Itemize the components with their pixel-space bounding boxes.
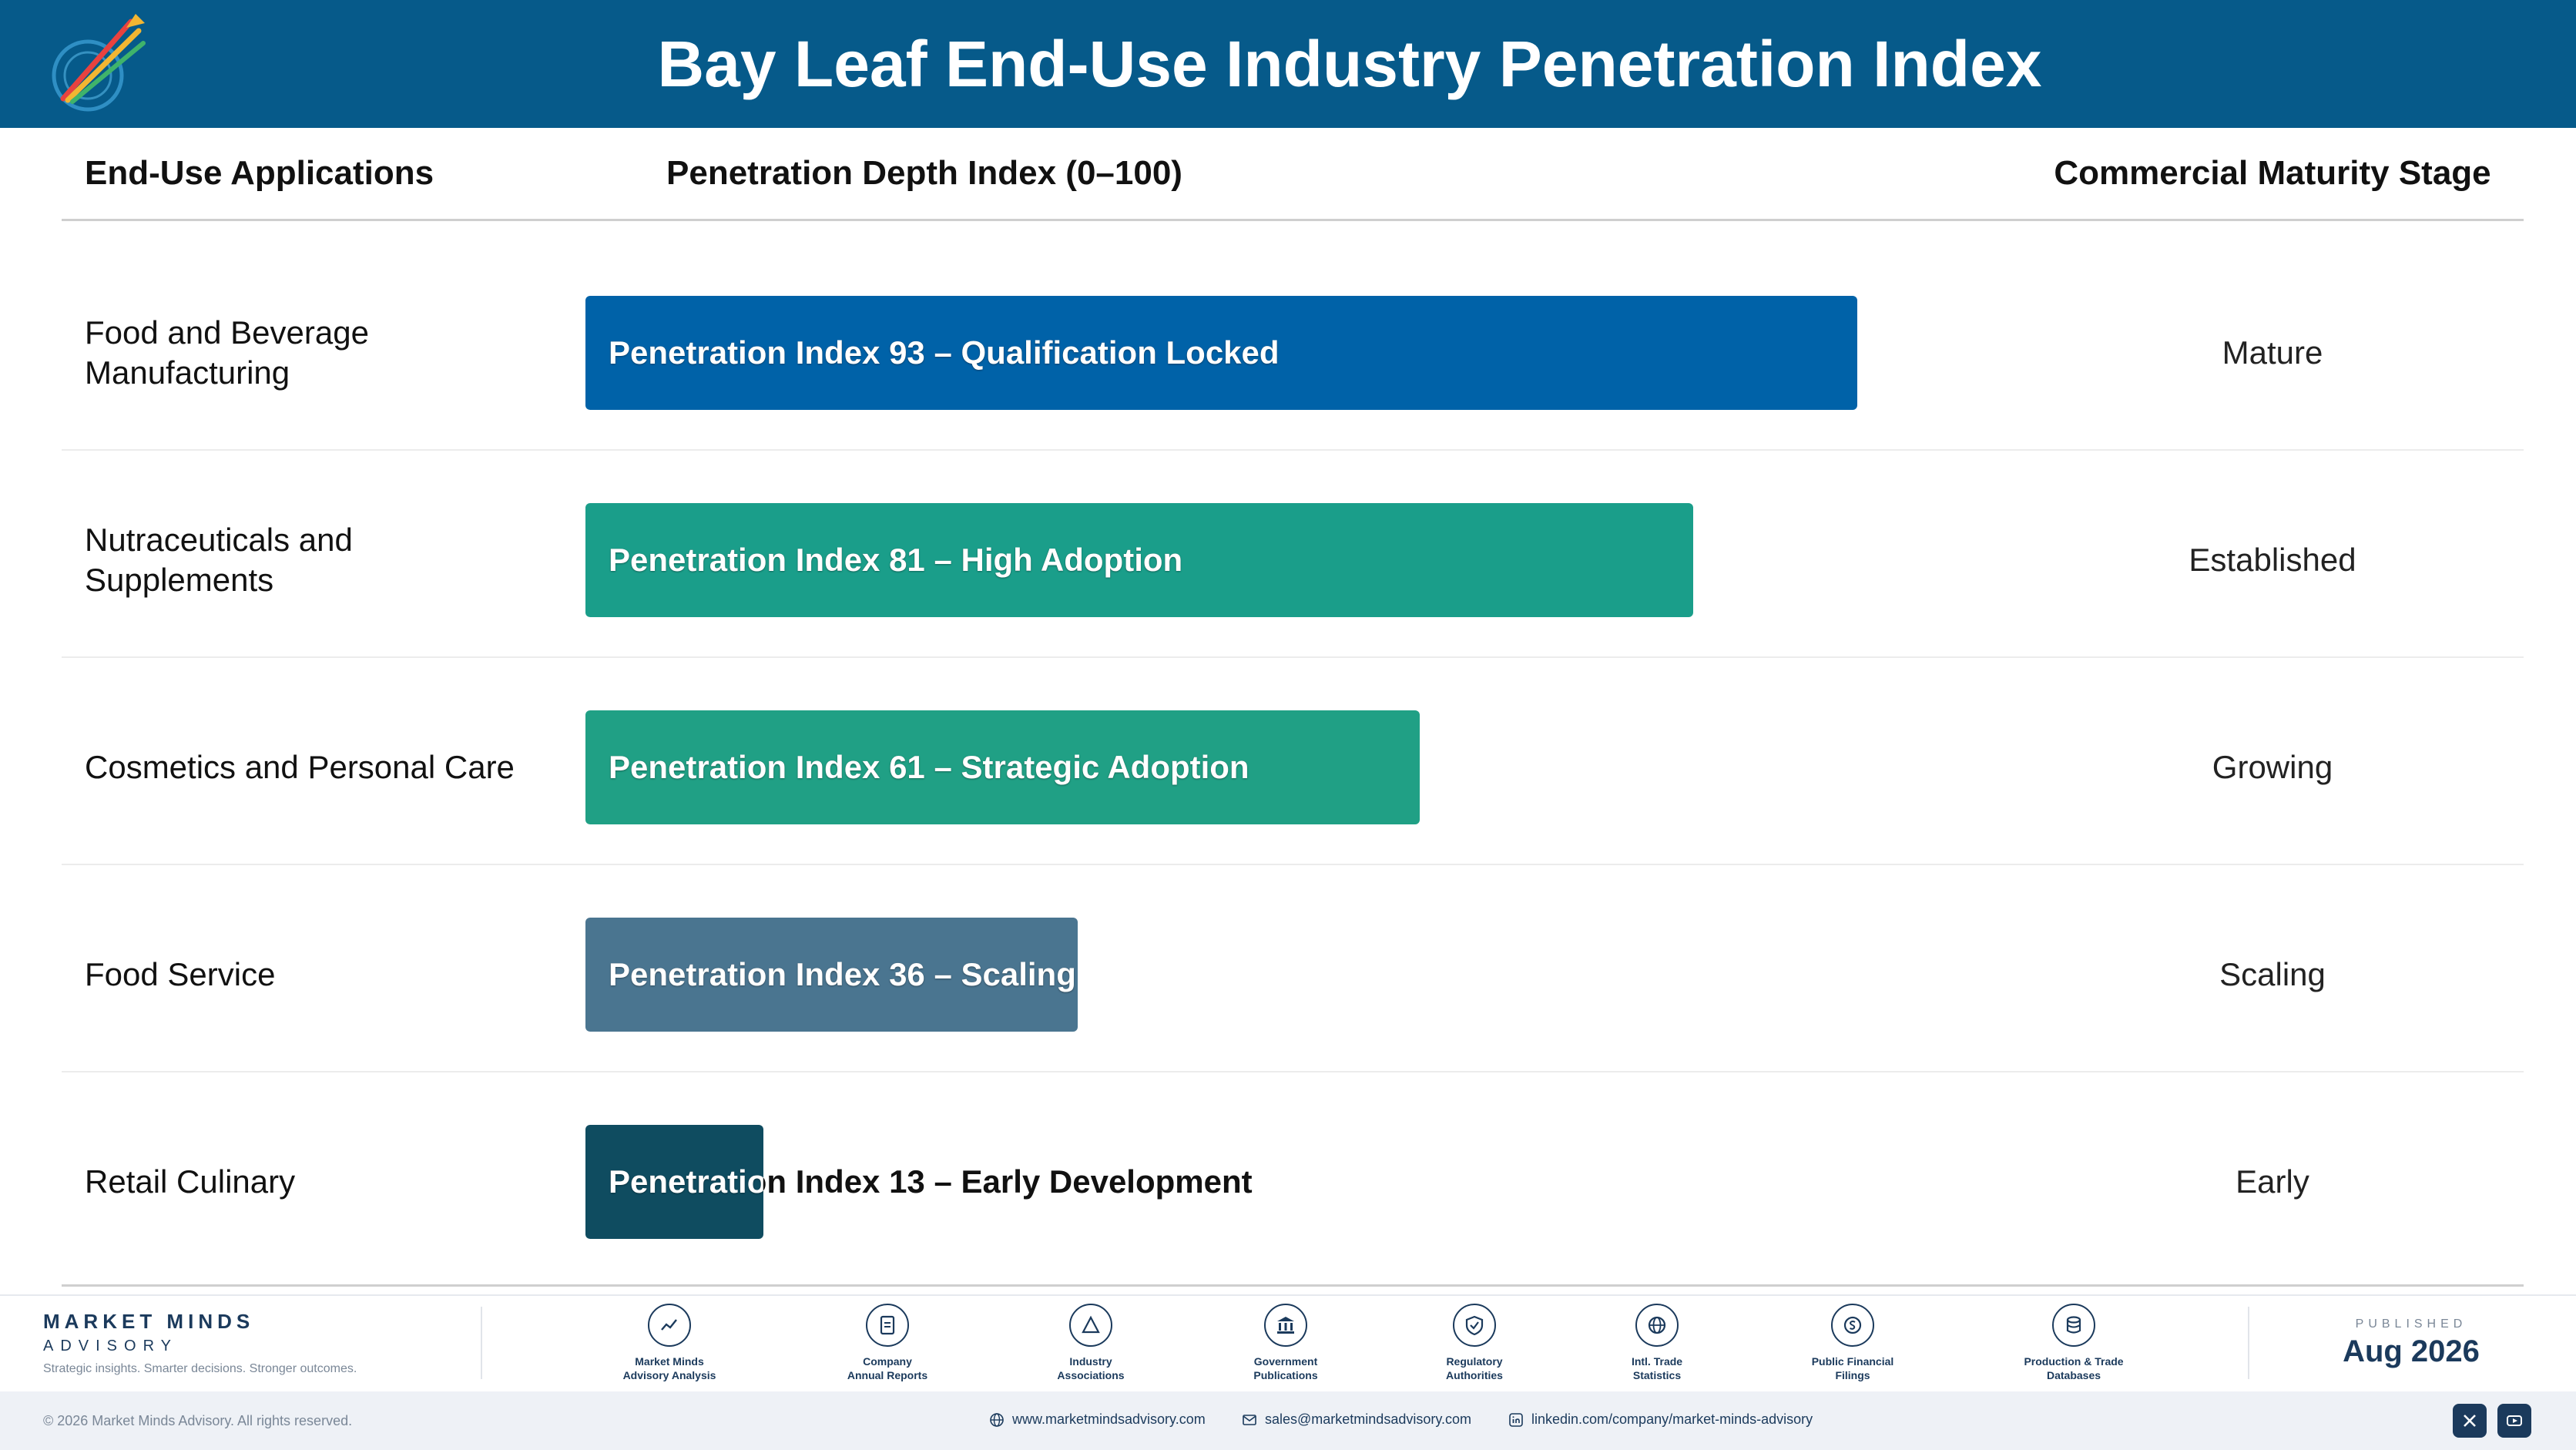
bar-data-label-inner: Penetration Index 36 – Scaling [609, 956, 1076, 992]
website-link[interactable]: www.marketmindsadvisory.com [989, 1411, 1206, 1428]
x-social-button[interactable] [2453, 1404, 2487, 1438]
source-label-line2: Databases [2046, 1369, 2101, 1381]
source-item: Government Publications [1209, 1304, 1363, 1382]
source-item: Intl. Trade Statistics [1580, 1304, 1734, 1382]
market-minds-logo-icon [52, 14, 146, 112]
youtube-social-button[interactable] [2497, 1404, 2531, 1438]
category-label: Food and Beverage Manufacturing [85, 314, 369, 391]
bar-data-label: Penetration Index 93 – Qualification Loc… [609, 334, 1280, 371]
category-label: Retail Culinary [85, 1163, 296, 1200]
page-title: Bay Leaf End-Use Industry Penetration In… [657, 28, 2042, 100]
source-label-line1: Production & Trade [2024, 1355, 2124, 1368]
mail-icon [1243, 1414, 1256, 1425]
source-label-line1: Market Minds [635, 1355, 704, 1368]
bar [585, 296, 1857, 410]
source-label-line1: Government [1253, 1355, 1318, 1368]
published-label: PUBLISHED [2355, 1317, 2467, 1331]
maturity-stage: Growing [2212, 749, 2333, 785]
government-building-icon [1264, 1304, 1307, 1347]
linkedin-icon [1509, 1412, 1523, 1427]
document-icon [866, 1304, 909, 1347]
coin-icon [1831, 1304, 1874, 1347]
column-header-stage: Commercial Maturity Stage [2054, 154, 2491, 192]
bar [585, 918, 1078, 1032]
bar-data-label: Penetration Index 61 – Strategic Adoptio… [609, 749, 1249, 785]
source-label-line2: Advisory Analysis [622, 1369, 716, 1381]
network-icon [1069, 1304, 1112, 1347]
linkedin-text: linkedin.com/company/market-minds-adviso… [1531, 1411, 1813, 1427]
maturity-stage: Early [2236, 1163, 2309, 1200]
source-label: Company Annual Reports [810, 1354, 964, 1382]
bar-data-label: Penetration Index 13 – Early Development [609, 1163, 1253, 1200]
source-item: Public Financial Filings [1776, 1304, 1930, 1382]
source-item: Market Minds Advisory Analysis [592, 1304, 746, 1382]
source-item: Industry Associations [1014, 1304, 1168, 1382]
source-label-line2: Authorities [1446, 1369, 1503, 1381]
bar [585, 503, 1693, 617]
row-divider [62, 656, 2524, 658]
email-link[interactable]: sales@marketmindsadvisory.com [1242, 1411, 1471, 1428]
row-divider [62, 1071, 2524, 1072]
column-header-applications: End-Use Applications [85, 154, 434, 192]
source-label: Market Minds Advisory Analysis [592, 1354, 746, 1382]
source-label-line2: Associations [1057, 1369, 1125, 1381]
copyright-text: © 2026 Market Minds Advisory. All rights… [43, 1413, 353, 1428]
column-header-index: Penetration Depth Index (0–100) [666, 154, 1182, 192]
trend-chart-icon [648, 1304, 691, 1347]
maturity-stage: Established [2189, 542, 2356, 578]
source-label: Regulatory Authorities [1397, 1354, 1551, 1382]
source-label-line2: Publications [1253, 1369, 1318, 1381]
table-bottom-divider [62, 1284, 2524, 1287]
source-label-line1: Public Financial [1811, 1355, 1894, 1368]
footer-separator [481, 1307, 482, 1379]
source-label-line2: Statistics [1632, 1369, 1682, 1381]
source-label: Production & Trade Databases [1997, 1354, 2151, 1382]
bar-data-label: Penetration Index 36 – Scaling [609, 956, 1076, 992]
database-icon [2052, 1304, 2095, 1347]
footer-contact-bar [0, 1391, 2576, 1450]
source-label-line2: Filings [1835, 1369, 1870, 1381]
bar [585, 1125, 763, 1239]
globe-icon [1635, 1304, 1679, 1347]
source-label: Industry Associations [1014, 1354, 1168, 1382]
header-divider [62, 219, 2524, 221]
bar-data-label-inner: Penetration Index 93 – Qualification Loc… [609, 334, 1280, 371]
published-date: Aug 2026 [2343, 1334, 2480, 1368]
bar-data-label-inner: Penetration Index 81 – High Adoption [609, 542, 1183, 578]
email-text: sales@marketmindsadvisory.com [1265, 1411, 1472, 1427]
footer-separator [2248, 1307, 2249, 1379]
brand-name: MARKET MINDS [43, 1310, 255, 1333]
shield-check-icon [1453, 1304, 1496, 1347]
source-label: Public Financial Filings [1776, 1354, 1930, 1382]
source-item: Production & Trade Databases [1997, 1304, 2151, 1382]
source-label-line2: Annual Reports [847, 1369, 928, 1381]
brand-tagline: Strategic insights. Smarter decisions. S… [43, 1362, 357, 1375]
source-label-line1: Company [863, 1355, 912, 1368]
linkedin-link[interactable]: linkedin.com/company/market-minds-adviso… [1508, 1411, 1813, 1428]
row-divider [62, 449, 2524, 451]
bar [585, 710, 1420, 824]
header-banner: Bay Leaf End-Use Industry Penetration In… [0, 0, 2576, 128]
category-label: Nutraceuticals and Supplements [85, 522, 353, 598]
source-label: Intl. Trade Statistics [1580, 1354, 1734, 1382]
youtube-icon [2507, 1415, 2522, 1426]
brand-subtitle: ADVISORY [43, 1338, 178, 1354]
category-label: Cosmetics and Personal Care [85, 749, 515, 785]
maturity-stage: Scaling [2219, 956, 2326, 992]
bar-data-label: Penetration Index 81 – High Adoption [609, 542, 1183, 578]
source-item: Regulatory Authorities [1397, 1304, 1551, 1382]
website-text: www.marketmindsadvisory.com [1012, 1411, 1206, 1427]
source-label-line1: Intl. Trade [1631, 1355, 1683, 1368]
globe-icon [990, 1412, 1004, 1427]
maturity-stage: Mature [2222, 334, 2323, 371]
x-logo-icon [2464, 1415, 2476, 1427]
bar-data-label-inner: Penetration Index 61 – Strategic Adoptio… [609, 749, 1249, 785]
source-label: Government Publications [1209, 1354, 1363, 1382]
category-label: Food Service [85, 956, 276, 992]
source-item: Company Annual Reports [810, 1304, 964, 1382]
row-divider [62, 864, 2524, 865]
source-label-line1: Regulatory [1446, 1355, 1503, 1368]
source-label-line1: Industry [1069, 1355, 1112, 1368]
